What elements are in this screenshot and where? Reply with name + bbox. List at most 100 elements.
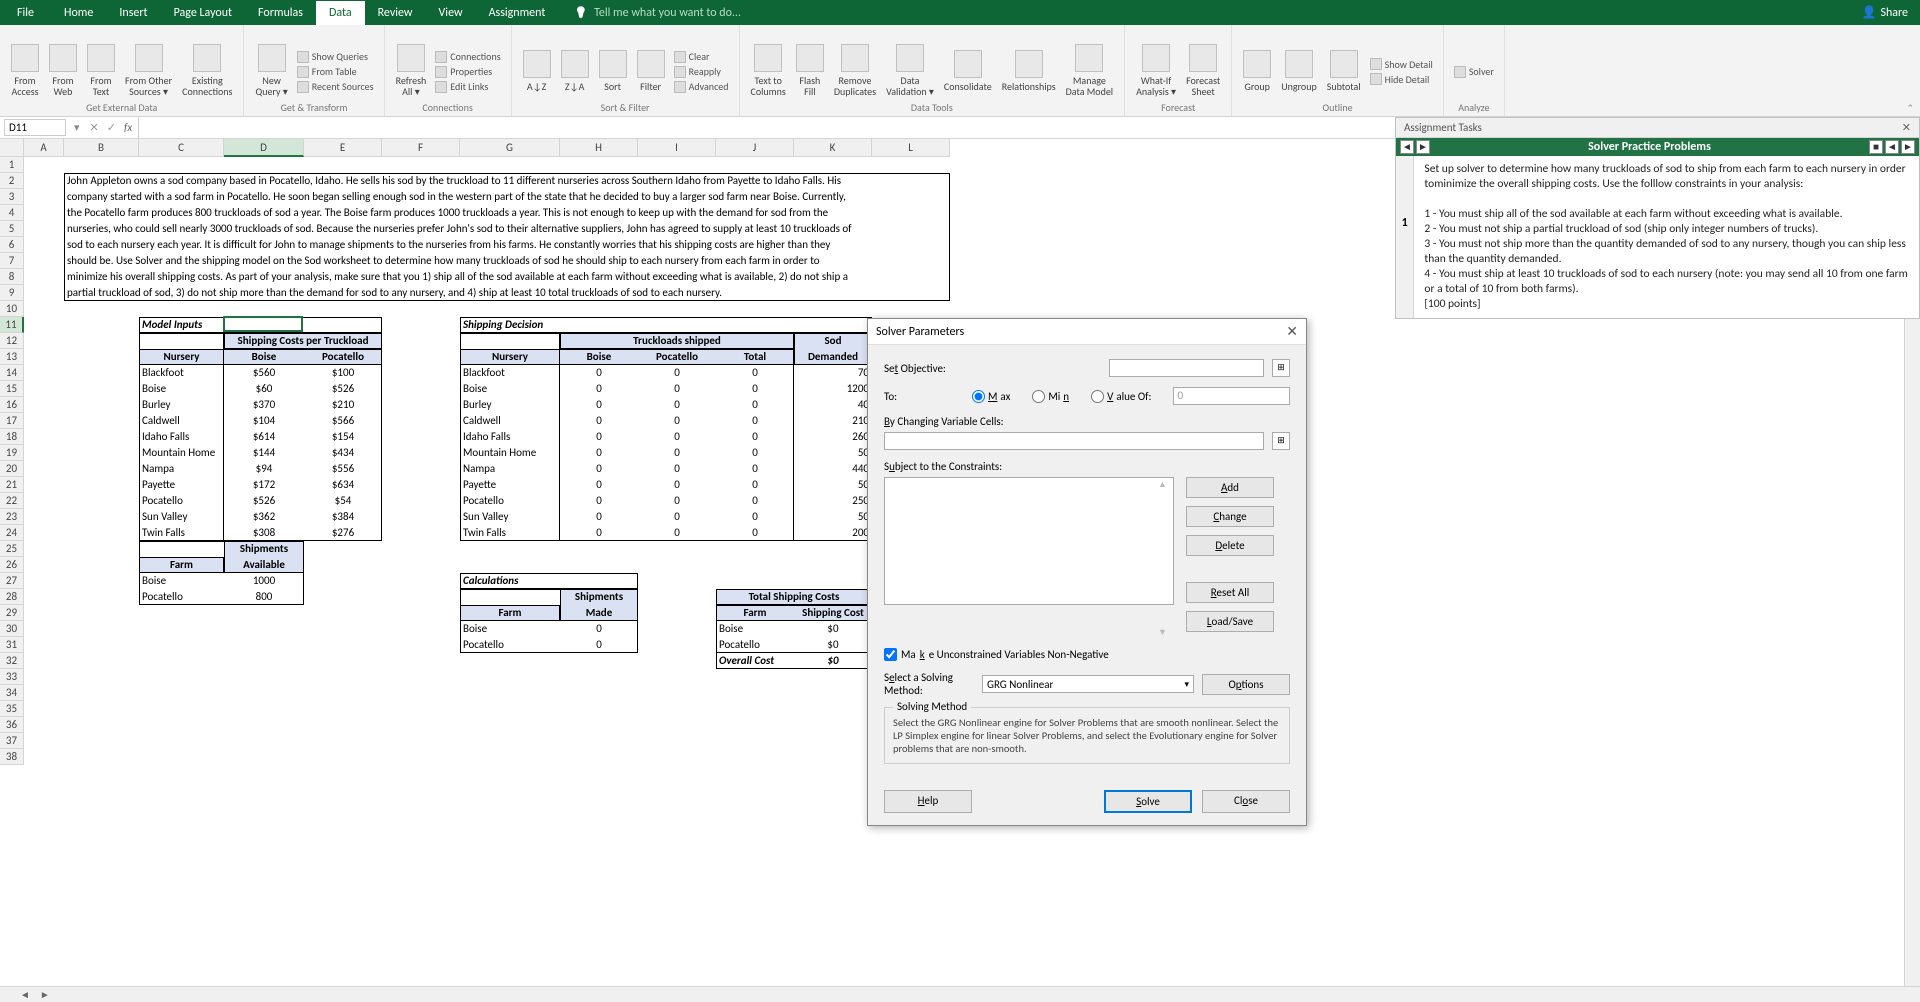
ribbon-from[interactable]: FromText bbox=[82, 42, 120, 99]
ribbon-new[interactable]: NewQuery ▾ bbox=[250, 42, 292, 99]
solver-resetall-button[interactable]: Reset All bbox=[1186, 582, 1274, 603]
col-header-F[interactable]: F bbox=[382, 139, 460, 157]
ribbon-what-if[interactable]: What-IfAnalysis ▾ bbox=[1131, 42, 1181, 99]
row-header-11[interactable]: 11 bbox=[0, 317, 24, 333]
task-next2-icon[interactable]: ► bbox=[1901, 140, 1915, 154]
col-header-J[interactable]: J bbox=[716, 139, 794, 157]
ribbon-a-z[interactable]: A↓Z bbox=[518, 48, 556, 94]
col-header-A[interactable]: A bbox=[24, 139, 64, 157]
solver-objective-picker[interactable]: ⊞ bbox=[1272, 359, 1290, 377]
row-header-15[interactable]: 15 bbox=[0, 381, 24, 397]
row-header-1[interactable]: 1 bbox=[0, 157, 24, 173]
ribbon-group[interactable]: Group bbox=[1238, 48, 1276, 94]
ribbon-z-a[interactable]: Z↓A bbox=[556, 48, 594, 94]
solver-variables-picker[interactable]: ⊞ bbox=[1272, 432, 1290, 450]
ribbon-flash[interactable]: FlashFill bbox=[791, 42, 829, 99]
row-header-23[interactable]: 23 bbox=[0, 509, 24, 525]
solver-constraints-list[interactable] bbox=[884, 477, 1174, 605]
tell-me-search[interactable]: Tell me what you want to do... bbox=[574, 6, 741, 20]
col-header-D[interactable]: D bbox=[224, 139, 304, 157]
ribbon-text-to[interactable]: Text toColumns bbox=[746, 42, 791, 99]
ribbon-advanced[interactable]: Advanced bbox=[670, 79, 733, 94]
col-header-B[interactable]: B bbox=[64, 139, 139, 157]
ribbon-tab-formulas[interactable]: Formulas bbox=[245, 1, 316, 25]
row-header-25[interactable]: 25 bbox=[0, 541, 24, 557]
row-header-22[interactable]: 22 bbox=[0, 493, 24, 509]
ribbon-tab-home[interactable]: Home bbox=[51, 1, 106, 25]
solver-variables-input[interactable] bbox=[884, 432, 1264, 450]
solver-title-bar[interactable]: Solver Parameters ✕ bbox=[868, 319, 1306, 345]
col-header-C[interactable]: C bbox=[139, 139, 224, 157]
ribbon-show-queries[interactable]: Show Queries bbox=[293, 49, 378, 64]
row-header-28[interactable]: 28 bbox=[0, 589, 24, 605]
solver-options-button[interactable]: Options bbox=[1202, 674, 1290, 695]
ribbon-existing[interactable]: ExistingConnections bbox=[177, 42, 237, 99]
row-header-30[interactable]: 30 bbox=[0, 621, 24, 637]
col-header-H[interactable]: H bbox=[560, 139, 638, 157]
ribbon-remove[interactable]: RemoveDuplicates bbox=[829, 42, 881, 99]
solver-valueof-input[interactable]: 0 bbox=[1173, 387, 1290, 405]
row-header-4[interactable]: 4 bbox=[0, 205, 24, 221]
solver-max-radio[interactable]: Max bbox=[972, 390, 1010, 403]
ribbon-data[interactable]: DataValidation ▾ bbox=[881, 42, 939, 99]
file-tab[interactable]: File bbox=[0, 1, 51, 25]
solver-solve-button[interactable]: Solve bbox=[1104, 790, 1192, 813]
solver-change-button[interactable]: Change bbox=[1186, 506, 1274, 527]
name-box-dropdown[interactable]: ▾ bbox=[70, 121, 84, 134]
ribbon-tab-page-layout[interactable]: Page Layout bbox=[161, 1, 245, 25]
ribbon-clear[interactable]: Clear bbox=[670, 49, 733, 64]
fx-icon[interactable]: fx bbox=[124, 121, 132, 134]
row-header-13[interactable]: 13 bbox=[0, 349, 24, 365]
row-header-2[interactable]: 2 bbox=[0, 173, 24, 189]
ribbon-ungroup[interactable]: Ungroup bbox=[1276, 48, 1321, 94]
solver-add-button[interactable]: Add bbox=[1186, 477, 1274, 498]
task-prev2-icon[interactable]: ◄ bbox=[1885, 140, 1899, 154]
solver-method-select[interactable]: GRG Nonlinear▾ bbox=[982, 675, 1194, 693]
row-header-32[interactable]: 32 bbox=[0, 653, 24, 669]
solver-close-button[interactable]: Close bbox=[1202, 790, 1290, 813]
row-header-8[interactable]: 8 bbox=[0, 269, 24, 285]
ribbon-from-table[interactable]: From Table bbox=[293, 64, 378, 79]
col-header-E[interactable]: E bbox=[304, 139, 382, 157]
ribbon-hide-detail[interactable]: Hide Detail bbox=[1366, 72, 1437, 87]
row-header-38[interactable]: 38 bbox=[0, 749, 24, 765]
solver-delete-button[interactable]: Delete bbox=[1186, 535, 1274, 556]
col-header-L[interactable]: L bbox=[872, 139, 950, 157]
row-header-20[interactable]: 20 bbox=[0, 461, 24, 477]
row-header-19[interactable]: 19 bbox=[0, 445, 24, 461]
row-header-21[interactable]: 21 bbox=[0, 477, 24, 493]
solver-objective-input[interactable] bbox=[1109, 359, 1264, 377]
row-header-26[interactable]: 26 bbox=[0, 557, 24, 573]
ribbon-tab-assignment[interactable]: Assignment bbox=[476, 1, 559, 25]
ribbon-connections[interactable]: Connections bbox=[431, 49, 504, 64]
row-header-7[interactable]: 7 bbox=[0, 253, 24, 269]
cancel-icon[interactable]: ✕ bbox=[90, 121, 99, 134]
row-header-18[interactable]: 18 bbox=[0, 429, 24, 445]
ribbon-relationships[interactable]: Relationships bbox=[997, 48, 1061, 94]
row-header-37[interactable]: 37 bbox=[0, 733, 24, 749]
task-maximize-icon[interactable]: ■ bbox=[1869, 140, 1883, 154]
row-header-36[interactable]: 36 bbox=[0, 717, 24, 733]
solver-loadsave-button[interactable]: Load/Save bbox=[1186, 611, 1274, 632]
row-header-6[interactable]: 6 bbox=[0, 237, 24, 253]
ribbon-properties[interactable]: Properties bbox=[431, 64, 504, 79]
solver-nonnegative-checkbox[interactable]: Make Unconstrained Variables Non-Negativ… bbox=[884, 648, 1290, 661]
ribbon-filter[interactable]: Filter bbox=[632, 48, 670, 94]
ribbon-tab-insert[interactable]: Insert bbox=[106, 1, 160, 25]
solver-help-button[interactable]: Help bbox=[884, 790, 972, 813]
ribbon-manage[interactable]: ManageData Model bbox=[1061, 42, 1118, 99]
solver-valueof-radio[interactable]: Value Of: bbox=[1091, 390, 1151, 403]
ribbon-edit-links[interactable]: Edit Links bbox=[431, 79, 504, 94]
ribbon-show-detail[interactable]: Show Detail bbox=[1366, 57, 1437, 72]
ribbon-tab-view[interactable]: View bbox=[426, 1, 476, 25]
row-header-35[interactable]: 35 bbox=[0, 701, 24, 717]
ribbon-sort[interactable]: Sort bbox=[594, 48, 632, 94]
ribbon-from[interactable]: FromAccess bbox=[6, 42, 44, 99]
col-header-K[interactable]: K bbox=[794, 139, 872, 157]
row-header-5[interactable]: 5 bbox=[0, 221, 24, 237]
ribbon-forecast[interactable]: ForecastSheet bbox=[1181, 42, 1225, 99]
name-box[interactable]: D11 bbox=[4, 119, 66, 136]
ribbon-reapply[interactable]: Reapply bbox=[670, 64, 733, 79]
row-header-27[interactable]: 27 bbox=[0, 573, 24, 589]
share-button[interactable]: 👤 Share bbox=[1861, 5, 1908, 20]
